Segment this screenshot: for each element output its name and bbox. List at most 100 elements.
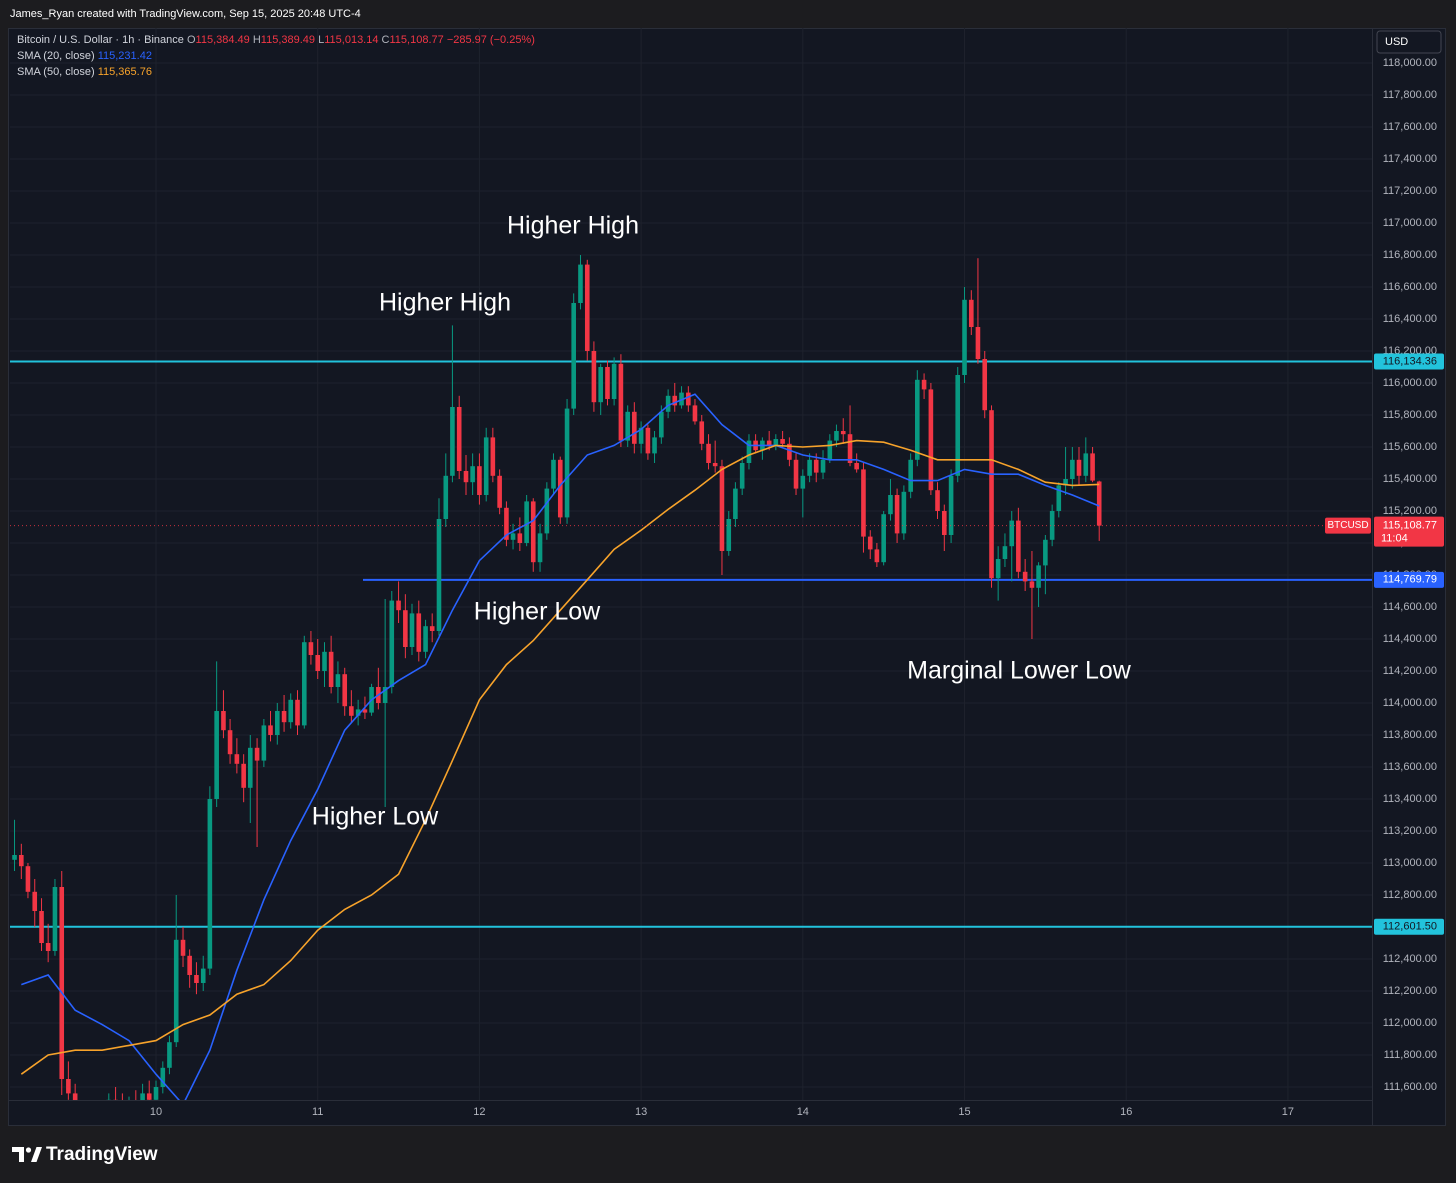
candle-body	[187, 955, 192, 975]
candle-body	[1029, 581, 1035, 588]
legend-value: 115,231.42	[98, 50, 152, 62]
y-tick-label: 113,000.00	[1383, 857, 1437, 869]
annotation: Higher High	[379, 289, 511, 317]
candle-body	[1049, 511, 1055, 540]
candle-body	[584, 264, 590, 351]
y-tick-label: 113,800.00	[1383, 729, 1437, 741]
annotation: Marginal Lower Low	[907, 657, 1132, 685]
y-tick-label: 114,400.00	[1383, 633, 1437, 645]
legend-sma: SMA (20, close) 115,231.42	[17, 50, 152, 62]
grid	[10, 28, 1372, 1100]
ohlc-letter: L	[318, 34, 324, 46]
y-tick-label: 115,800.00	[1383, 409, 1437, 421]
candle-body	[1076, 459, 1082, 476]
candle-body	[261, 725, 267, 761]
candle-body	[12, 855, 17, 860]
candle-body	[153, 1087, 159, 1100]
candle-body	[928, 389, 934, 491]
candle-body	[699, 421, 705, 444]
candle-body	[813, 459, 819, 473]
y-tick-label: 118,000.00	[1383, 57, 1437, 69]
candle-body	[146, 1093, 152, 1100]
candle-body	[268, 725, 273, 735]
candle-body	[160, 1067, 166, 1087]
candle-body	[726, 519, 732, 551]
y-tick-label: 112,400.00	[1383, 953, 1437, 965]
ohlc-value: 115,108.77	[390, 34, 444, 46]
y-tick-label: 117,200.00	[1383, 185, 1437, 197]
candle-body	[322, 651, 327, 671]
candle-body	[59, 887, 65, 1079]
candle-body	[1043, 539, 1048, 566]
y-tick-label: 116,600.00	[1383, 281, 1437, 293]
candle-body	[861, 469, 866, 537]
candle-body	[1083, 453, 1089, 476]
candle-body	[113, 1099, 118, 1100]
legend-value: 115,365.76	[98, 66, 152, 78]
x-tick-label: 11	[312, 1106, 323, 1118]
candle-body	[665, 395, 671, 412]
candle-body	[403, 610, 408, 647]
candle-body	[591, 351, 597, 403]
candle-body	[564, 408, 570, 518]
candle-body	[288, 699, 294, 723]
candle-body	[611, 363, 617, 399]
candle-body	[571, 303, 576, 409]
symbol: Bitcoin / U.S. Dollar · 1h · Binance	[17, 34, 184, 46]
y-tick-label: 114,200.00	[1383, 665, 1437, 677]
currency[interactable]: USD	[1385, 36, 1408, 48]
level-tag-label: 116,134.36	[1383, 355, 1437, 367]
candle-body	[450, 407, 455, 476]
y-tick-label: 111,800.00	[1384, 1049, 1437, 1061]
candle-body	[1063, 479, 1068, 486]
y-tick-label: 113,600.00	[1383, 761, 1437, 773]
x-tick-label: 13	[635, 1106, 647, 1118]
candle-body	[1009, 520, 1015, 547]
candle-body	[645, 427, 651, 454]
candle-body	[733, 488, 738, 519]
candle-body	[672, 395, 678, 406]
y-tick-label: 113,200.00	[1383, 825, 1437, 837]
candle-body	[652, 437, 657, 454]
candle-body	[942, 511, 947, 535]
candle-body	[173, 939, 179, 1043]
candle-body	[632, 411, 637, 444]
candle-body	[497, 475, 502, 508]
candle-body	[948, 475, 954, 535]
candle-body	[416, 613, 422, 652]
ohlc-letter: O	[187, 34, 196, 46]
candle-body	[1070, 459, 1075, 479]
logo-mark	[12, 1147, 24, 1162]
currency-button[interactable]	[1376, 30, 1442, 54]
candle-body	[1090, 453, 1095, 481]
candle-body	[969, 299, 974, 327]
candle-body	[477, 466, 482, 495]
candle-body	[409, 613, 415, 647]
x-tick-label: 12	[473, 1106, 485, 1118]
annotation: Higher Low	[474, 598, 601, 626]
candle-body	[834, 431, 839, 441]
candle-body	[692, 405, 698, 422]
candle-body	[935, 490, 940, 511]
candle-body	[982, 359, 988, 411]
candle-body	[106, 1099, 112, 1100]
candle-body	[335, 674, 341, 687]
y-tick-label: 116,000.00	[1383, 377, 1437, 389]
candle-body	[827, 440, 833, 460]
level-tag-label: 112,601.50	[1383, 921, 1437, 933]
candle-body	[45, 943, 51, 951]
change: −285.97 (−0.25%)	[447, 34, 535, 46]
legend-name: SMA (20, close)	[17, 50, 95, 62]
logo-mark	[25, 1147, 32, 1153]
candle-body	[456, 407, 462, 471]
y-tick-label: 113,400.00	[1383, 793, 1437, 805]
candle-body	[894, 495, 900, 534]
y-tick-label: 117,800.00	[1383, 89, 1437, 101]
candle-body	[800, 475, 806, 489]
candle-body	[739, 463, 745, 489]
candle-body	[908, 459, 913, 492]
candle-body	[349, 706, 354, 716]
price-tags: 116,134.36 114,769.79 112,601.50 115,108.77…	[1325, 353, 1444, 935]
legend-name: SMA (50, close)	[17, 66, 95, 78]
candle-body	[578, 264, 583, 303]
